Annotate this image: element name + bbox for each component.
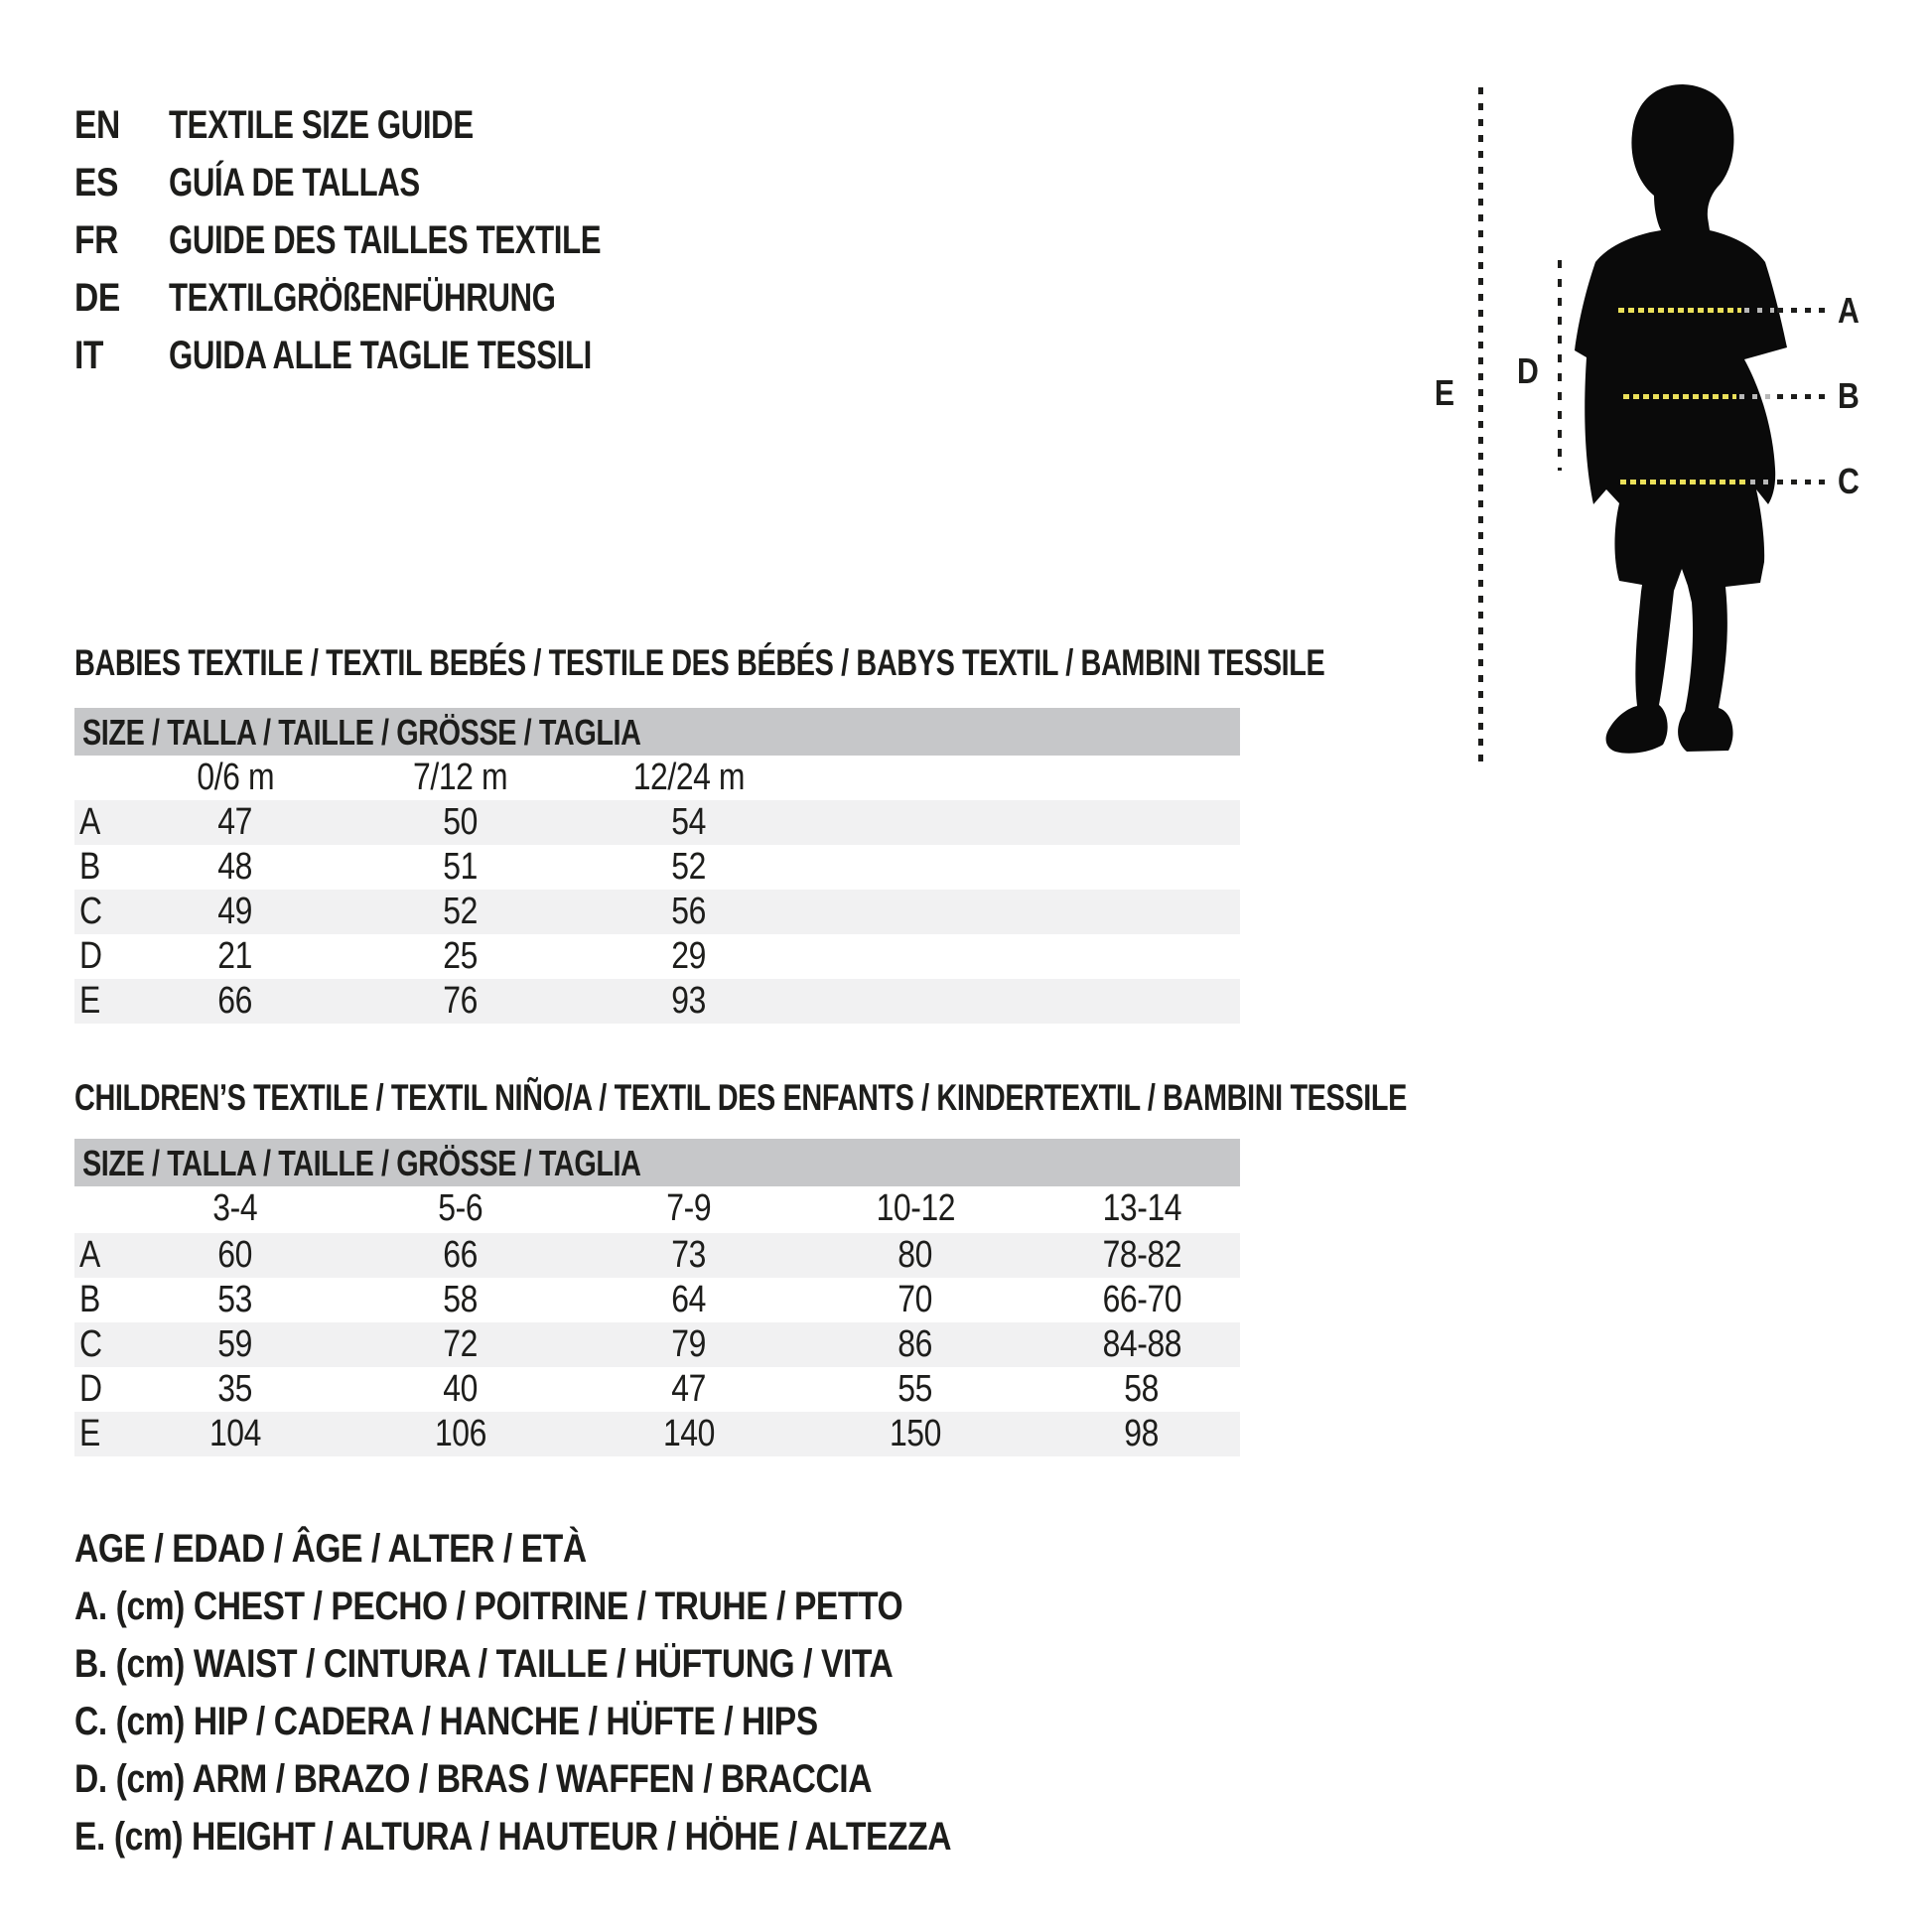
table-row: C 49 52 56: [74, 890, 1240, 934]
lang-title-fr: GUIDE DES TAILLES TEXTILE: [169, 218, 602, 262]
measure-label-B: B: [1838, 375, 1860, 416]
waist-measure-line-B-ext: [1777, 394, 1825, 399]
lang-code-de: DE: [74, 276, 120, 320]
lang-row-de: DE TEXTILGRÖßENFÜHRUNG: [74, 269, 968, 327]
table-row: A 60 66 73 80 78-82: [74, 1233, 1240, 1278]
table-row: B 53 58 64 70 66-70: [79, 1279, 1181, 1320]
lang-code-en: EN: [74, 103, 120, 147]
table-row: A 47 50 54: [74, 800, 1240, 845]
lang-title-de: TEXTILGRÖßENFÜHRUNG: [169, 276, 556, 320]
children-col-2: 7-9: [666, 1187, 712, 1229]
hip-measure-line-C-ext: [1777, 480, 1825, 484]
table-row: B 48 51 52: [79, 846, 707, 888]
legend-waist-line: B. (cm) WAIST / CINTURA / TAILLE / HÜFTU…: [74, 1642, 894, 1686]
child-silhouette: [1575, 84, 1787, 754]
children-column-header-row: 3-4 5-6 7-9 10-12 13-14: [74, 1186, 1240, 1231]
arm-measure-line-D: [1558, 260, 1562, 471]
table-row: E 66 76 93: [74, 979, 1240, 1024]
lang-title-es: GUÍA DE TALLAS: [169, 161, 420, 205]
hip-measure-line-C-fade: [1750, 480, 1774, 484]
chest-measure-line-A-fade: [1744, 308, 1774, 313]
legend-height-line: E. (cm) HEIGHT / ALTURA / HAUTEUR / HÖHE…: [74, 1815, 952, 1859]
table-row: D 21 25 29: [79, 935, 707, 977]
lang-row-en: EN TEXTILE SIZE GUIDE: [74, 96, 968, 154]
lang-code-fr: FR: [74, 218, 118, 262]
chest-measure-line-A-ext: [1777, 308, 1825, 313]
waist-measure-line-B: [1623, 394, 1736, 399]
measure-label-D: D: [1517, 350, 1539, 391]
legend-hip-line: C. (cm) HIP / CADERA / HANCHE / HÜFTE / …: [74, 1700, 818, 1743]
table-row: D 35 40 47 55 58: [79, 1368, 1160, 1410]
legend-chest-line: A. (cm) CHEST / PECHO / POITRINE / TRUHE…: [74, 1585, 903, 1628]
children-col-4: 13-14: [1102, 1187, 1181, 1229]
babies-column-header-row: 0/6 m 7/12 m 12/24 m: [74, 756, 1240, 800]
lang-code-es: ES: [74, 161, 118, 205]
children-size-header-bar: SIZE / TALLA / TAILLE / GRÖSSE / TAGLIA: [74, 1139, 1240, 1186]
children-col-3: 10-12: [876, 1187, 955, 1229]
lang-title-en: TEXTILE SIZE GUIDE: [169, 103, 474, 147]
babies-section-title: BABIES TEXTILE / TEXTIL BEBÉS / TESTILE …: [74, 642, 1325, 683]
lang-row-it: IT GUIDA ALLE TAGLIE TESSILI: [74, 327, 968, 384]
hip-measure-line-C: [1620, 480, 1747, 484]
legend-arm-line: D. (cm) ARM / BRAZO / BRAS / WAFFEN / BR…: [74, 1757, 873, 1801]
legend-age-line: AGE / EDAD / ÂGE / ALTER / ETÀ: [74, 1527, 587, 1571]
babies-col-1: 7/12 m: [413, 757, 508, 798]
babies-col-0: 0/6 m: [197, 757, 274, 798]
chest-measure-line-A: [1618, 308, 1741, 313]
table-row: E 104 106 140 150 98: [74, 1412, 1240, 1456]
children-section-title: CHILDREN’S TEXTILE / TEXTIL NIÑO/A / TEX…: [74, 1077, 1407, 1118]
lang-row-fr: FR GUIDE DES TAILLES TEXTILE: [74, 211, 968, 269]
measure-label-E: E: [1435, 372, 1454, 413]
lang-row-es: ES GUÍA DE TALLAS: [74, 154, 968, 211]
waist-measure-line-B-fade: [1739, 394, 1774, 399]
children-col-0: 3-4: [212, 1187, 258, 1229]
lang-title-it: GUIDA ALLE TAGLIE TESSILI: [169, 334, 592, 377]
children-col-1: 5-6: [438, 1187, 483, 1229]
height-measure-line-E: [1478, 87, 1483, 764]
lang-code-it: IT: [74, 334, 104, 377]
babies-size-table: SIZE / TALLA / TAILLE / GRÖSSE / TAGLIA …: [74, 708, 1240, 1026]
table-row: C 59 72 79 86 84-88: [74, 1322, 1240, 1367]
children-size-table: SIZE / TALLA / TAILLE / GRÖSSE / TAGLIA …: [74, 1139, 1240, 1458]
measure-label-C: C: [1838, 461, 1860, 501]
measure-label-A: A: [1838, 290, 1860, 331]
babies-size-header-bar: SIZE / TALLA / TAILLE / GRÖSSE / TAGLIA: [74, 708, 1240, 756]
babies-col-2: 12/24 m: [632, 757, 746, 798]
